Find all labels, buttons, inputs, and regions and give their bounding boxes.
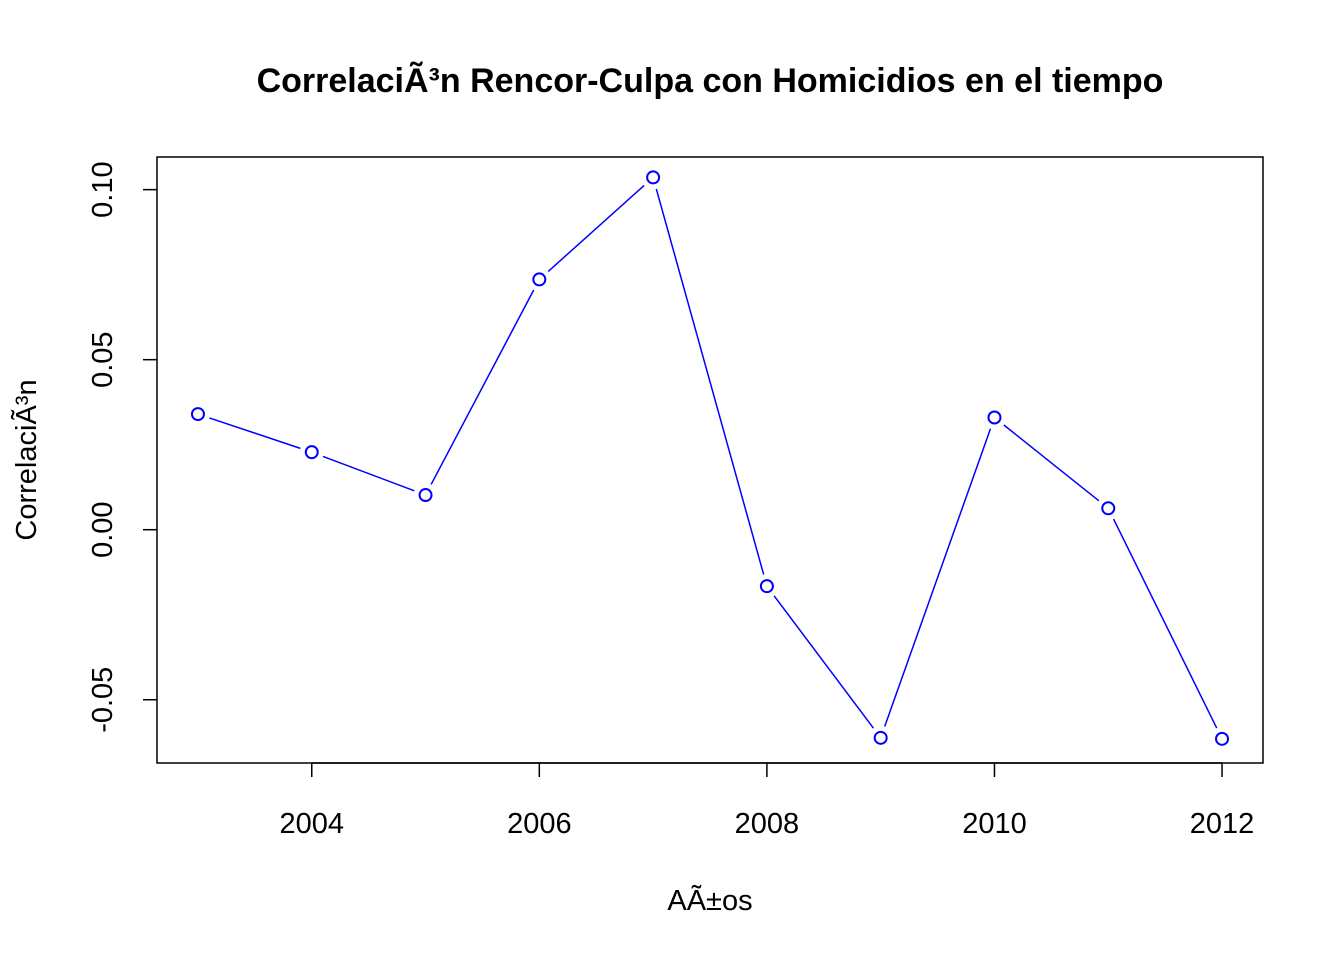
y-axis: -0.05 0.00 0.05 0.10 [87,161,157,733]
x-tick-label: 2008 [735,808,800,840]
data-point [304,445,319,460]
x-tick-label: 2010 [962,808,1027,840]
series-line-segment [430,289,535,485]
series-line-segment [322,455,415,492]
x-tick-label: 2004 [279,808,344,840]
y-tick-label: 0.05 [87,331,119,387]
data-point [532,272,547,287]
data-point [873,730,888,745]
series-line-segment [655,188,765,575]
x-axis: 2004 2006 2008 2010 2012 [279,762,1255,840]
data-point [418,488,433,503]
y-tick-label: -0.05 [87,667,119,733]
data-point [987,410,1002,425]
series-line-segment [1003,424,1100,502]
data-point [759,579,774,594]
x-axis-label: AÃ±os [667,883,752,917]
data-point [190,407,205,422]
x-tick-label: 2006 [507,808,572,840]
plot-frame [156,156,1264,764]
y-tick-label: 0.00 [87,501,119,557]
series-layer [190,170,1230,746]
data-point [1215,731,1230,746]
data-point [646,170,661,185]
series-line-segment [209,417,301,450]
x-tick-label: 2012 [1190,808,1255,840]
series-line-segment [1112,518,1218,729]
data-point [1101,501,1116,516]
y-axis-label: CorrelaciÃ³n [9,379,43,540]
series-line-segment [547,184,645,272]
series-line-segment [883,428,992,727]
y-tick-label: 0.10 [87,161,119,217]
series-line-segment [773,595,875,729]
chart-title: CorrelaciÃ³n Rencor-Culpa con Homicidios… [257,62,1164,100]
